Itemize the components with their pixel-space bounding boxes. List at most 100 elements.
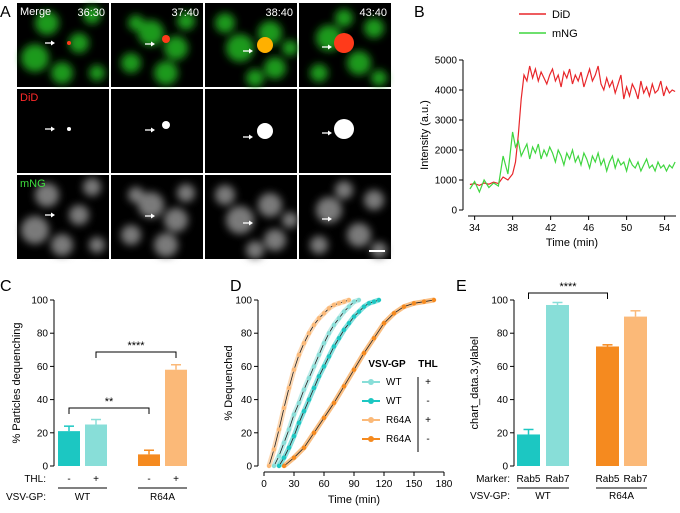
micro-blob <box>371 70 387 86</box>
data-point <box>311 430 317 435</box>
panel-b-intensity-chart: B 0 1000 2000 3000 4000 5000 34 38 42 46 50 54 Time (… <box>414 4 676 249</box>
micro-blob <box>51 234 73 256</box>
data-point <box>331 344 337 349</box>
data-point <box>311 322 317 328</box>
micro-signal <box>121 184 195 257</box>
data-point <box>341 327 347 333</box>
arrow-head-icon <box>51 40 55 46</box>
arrow-head-icon <box>51 126 55 132</box>
y-tick-label: 80 <box>37 329 49 340</box>
x-tick-label: 54 <box>659 223 671 234</box>
micro-particle <box>334 119 354 139</box>
legend-label: R64A <box>386 434 411 445</box>
legend-label: R64A <box>386 415 411 426</box>
bar-3 <box>165 369 187 466</box>
data-point <box>281 463 287 469</box>
y-tick-label: 100 <box>235 296 252 307</box>
x-axis-title: Time (min) <box>328 494 380 506</box>
micro-blob <box>310 64 328 82</box>
data-point <box>326 306 332 311</box>
significance-bracket <box>95 351 177 358</box>
row-label: VSV-GP: <box>6 492 46 503</box>
micro-blob <box>246 69 264 87</box>
y-tick-label: 4000 <box>435 86 458 97</box>
data-point <box>331 322 337 328</box>
legend-label: mNG <box>552 28 578 40</box>
y-axis-title: % Particles dequenching <box>11 322 23 443</box>
legend-thl: + <box>425 415 431 426</box>
channel-label: Merge <box>20 6 51 18</box>
micro-blob <box>335 9 353 27</box>
y-tick-label: 0 <box>42 462 48 473</box>
data-point <box>351 299 357 304</box>
category-label: - <box>147 474 150 485</box>
micro-blob <box>21 216 49 244</box>
category-label: + <box>173 474 179 485</box>
data-point <box>276 427 282 432</box>
bar-3 <box>624 316 647 466</box>
x-tick-label: 180 <box>436 479 453 490</box>
micro-particle <box>162 35 170 43</box>
data-point <box>341 384 347 389</box>
panel-label-a: A <box>0 4 11 21</box>
x-tick-label: 42 <box>545 223 557 234</box>
data-point <box>331 400 337 406</box>
legend-header: THL <box>418 359 437 370</box>
data-point <box>316 352 322 357</box>
group-label: R64A <box>609 491 634 502</box>
series-line-mNG <box>469 131 676 194</box>
y-tick-label: 0 <box>502 462 508 473</box>
data-point <box>306 397 312 402</box>
micro-blob <box>282 40 298 56</box>
legend-thl: - <box>426 434 429 445</box>
data-point <box>301 387 307 392</box>
y-tick-label: 5000 <box>435 56 458 67</box>
micro-particle <box>162 121 170 129</box>
group-label: R64A <box>150 492 175 503</box>
micro-blob <box>258 193 282 217</box>
category-label: + <box>93 474 99 485</box>
category-label: Rab7 <box>546 474 570 485</box>
micro-blob <box>316 197 342 223</box>
y-tick-label: 100 <box>491 296 508 307</box>
y-tick-label: 1000 <box>435 176 458 187</box>
data-point <box>371 335 377 341</box>
micro-particle <box>257 37 273 53</box>
row-label: THL: <box>24 474 46 485</box>
micro-blob <box>138 192 164 218</box>
micro-blob <box>347 223 371 247</box>
micro-blob <box>89 237 105 253</box>
micro-cell-r2-c3 <box>299 175 391 259</box>
micro-cell-r1-c3 <box>299 89 391 173</box>
y-tick-label: 20 <box>497 428 509 439</box>
y-tick-label: 0 <box>451 206 457 217</box>
legend-swatch-dot <box>368 398 374 404</box>
micro-blob <box>83 6 101 24</box>
data-point <box>401 304 407 309</box>
y-tick-label: 80 <box>497 329 509 340</box>
micro-blob <box>364 190 384 210</box>
y-tick-label: 80 <box>241 329 253 340</box>
data-point <box>321 415 327 421</box>
micro-blob <box>21 44 49 72</box>
micro-background <box>111 89 203 173</box>
bar-1 <box>546 304 569 466</box>
micro-background <box>205 89 297 173</box>
data-point <box>296 352 302 357</box>
data-point <box>341 299 347 304</box>
series-line-DiD <box>469 65 676 187</box>
data-point <box>331 302 337 308</box>
data-point <box>291 367 297 372</box>
data-point <box>346 321 352 326</box>
y-tick-label: 60 <box>497 362 509 373</box>
x-tick-label: 46 <box>583 223 595 234</box>
data-point <box>276 463 282 469</box>
data-point <box>421 299 427 304</box>
data-point <box>266 463 272 469</box>
data-point <box>321 340 327 346</box>
bar-2 <box>138 454 160 466</box>
micro-background <box>17 89 109 173</box>
scale-bar <box>369 250 385 252</box>
legend-header: VSV-GP <box>368 359 406 370</box>
